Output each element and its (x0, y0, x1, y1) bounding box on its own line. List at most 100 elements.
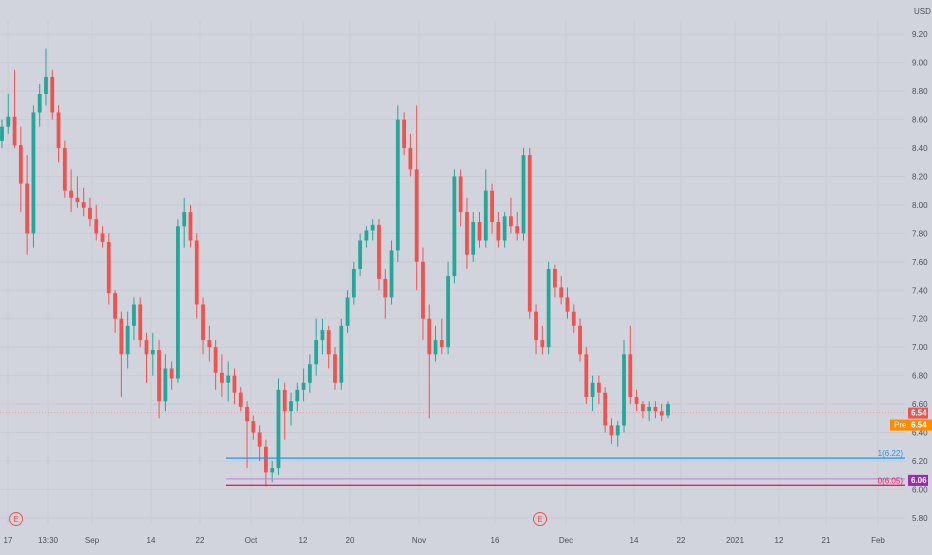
candle-body (276, 389, 281, 469)
candle-body (251, 421, 256, 433)
price-tick-label: 8.00 (912, 201, 928, 210)
candle-body (427, 318, 432, 355)
candle-body (521, 155, 526, 234)
candle-body (106, 241, 111, 294)
purple-level-badge: 6.06 (908, 474, 928, 486)
candle-body (414, 169, 419, 262)
candle-body (509, 216, 513, 227)
candle-body (44, 76, 48, 94)
fib-level-0-label: 0(6.05) (878, 476, 904, 485)
currency-label: USD (914, 7, 931, 16)
candle-body (12, 116, 17, 146)
candle-body (125, 325, 130, 355)
candle-body (263, 446, 268, 473)
candle-body (307, 364, 312, 383)
horizontal-levels[interactable]: 1(6.22) 0(6.05) (226, 449, 905, 487)
candle-body (232, 375, 237, 393)
price-tick-label: 9.00 (912, 59, 928, 68)
candle-body (314, 340, 319, 365)
candle-body (157, 350, 161, 402)
candle-body (132, 304, 136, 326)
candle-body (364, 230, 369, 241)
pre-label: Pre (894, 421, 907, 430)
candle-body (458, 176, 463, 213)
price-tick-label: 9.20 (912, 30, 928, 39)
candle-body (534, 311, 538, 341)
time-tick-label: 2021 (726, 536, 744, 545)
candle-body (465, 212, 469, 255)
price-tick-label: 6.40 (912, 429, 928, 438)
fib-level-1-label: 1(6.22) (878, 449, 904, 458)
candle-body (590, 382, 595, 397)
candle-body (75, 197, 80, 203)
candle-body (100, 233, 105, 242)
grid-lines (0, 20, 905, 525)
candle-body (628, 354, 633, 397)
price-axis[interactable]: USD 9.20 9.00 8.80 8.60 8.40 8.20 8.00 7.80 7.60… (890, 7, 932, 523)
candle-body (439, 340, 444, 348)
time-tick-label: Dec (559, 536, 573, 545)
candle-body (119, 318, 124, 355)
candle-body (502, 216, 507, 241)
candle-body (56, 112, 61, 149)
candle-body (25, 183, 30, 234)
last-price-value: 6.54 (911, 409, 927, 418)
candle-body (289, 401, 293, 412)
time-tick-label: 14 (630, 536, 639, 545)
time-tick-label: Nov (412, 536, 426, 545)
candle-body (565, 297, 570, 312)
candle-body (527, 155, 532, 312)
candle-body (201, 304, 205, 341)
time-axis[interactable]: 17 13:30 Sep 14 22 Oct 12 20 Nov 16 Dec 14 22 2021 12 2… (4, 536, 886, 545)
candle-body (113, 293, 117, 319)
candle-body (515, 226, 520, 234)
time-tick-label: 22 (196, 536, 205, 545)
event-markers[interactable]: E E (9, 512, 547, 526)
candle-body (18, 145, 23, 184)
candle-body (339, 325, 344, 383)
candle-body (295, 389, 300, 402)
candle-body (433, 340, 438, 355)
candle-body (207, 340, 212, 348)
time-tick-label: 17 (4, 536, 13, 545)
purple-level-value: 6.06 (911, 476, 927, 485)
candle-body (421, 261, 425, 319)
time-tick-label: 12 (775, 536, 784, 545)
candle-body (546, 268, 551, 348)
time-tick-label: Oct (245, 536, 258, 545)
candle-body (634, 396, 639, 405)
candle-body (389, 250, 394, 298)
candle-body (345, 297, 350, 326)
time-tick-label: 21 (822, 536, 831, 545)
candle-body (377, 224, 381, 279)
candle-body (320, 330, 325, 341)
candle-body (6, 116, 11, 127)
candle-body (213, 347, 218, 373)
candle-body (169, 368, 174, 379)
candle-body (220, 372, 224, 383)
candle-body (446, 276, 450, 348)
candle-body (31, 112, 36, 234)
candle-body (659, 411, 664, 416)
candle-body (88, 207, 92, 220)
candle-body (490, 190, 494, 222)
candle-body (584, 354, 589, 397)
earnings-event-icon[interactable]: E (533, 512, 547, 526)
candle-body (553, 268, 557, 288)
earnings-event-icon[interactable]: E (9, 512, 23, 526)
price-tick-label: 6.80 (912, 372, 928, 381)
price-tick-label: 8.60 (912, 116, 928, 125)
time-tick-label: 20 (346, 536, 355, 545)
price-tick-label: 7.00 (912, 343, 928, 352)
candle-body (37, 93, 42, 113)
candle-body (81, 202, 86, 208)
candle-body (402, 119, 407, 149)
candle-body (50, 76, 55, 113)
candle-body (496, 222, 501, 241)
candle-body (395, 119, 400, 251)
candle-body (603, 392, 608, 426)
candle-body (238, 392, 243, 407)
candle-body (615, 425, 620, 436)
time-tick-label: 14 (147, 536, 156, 545)
